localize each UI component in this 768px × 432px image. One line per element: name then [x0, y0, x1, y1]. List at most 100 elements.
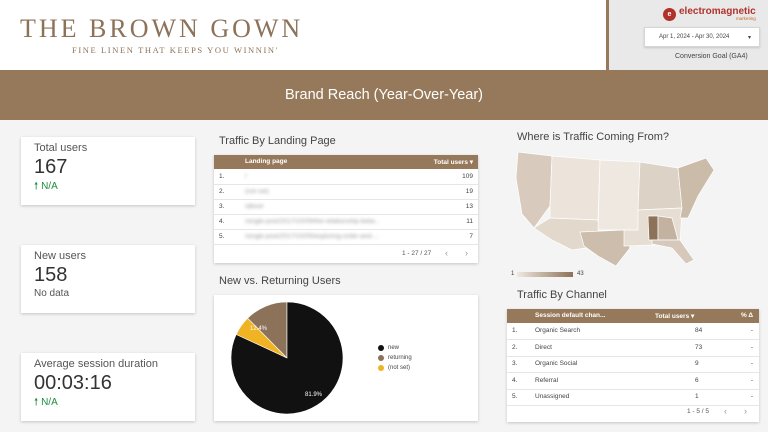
- chevron-down-icon[interactable]: ▾: [747, 35, 751, 41]
- channel-cell: Unassigned: [535, 393, 570, 400]
- logo-text: electromagnetic: [679, 6, 756, 17]
- legend-item-returning: returning: [378, 355, 412, 361]
- table-row[interactable]: 1. / 109: [214, 169, 478, 185]
- column-header-channel[interactable]: Session default chan...: [535, 312, 606, 319]
- total-users-cell: 11: [466, 218, 473, 225]
- row-number: 5.: [219, 233, 225, 240]
- kpi-value: 00:03:16: [34, 372, 112, 394]
- date-range-value: Apr 1, 2024 - Apr 30, 2024: [659, 34, 730, 40]
- total-users-cell: 7: [469, 233, 473, 240]
- kpi-delta-text: No data: [34, 288, 70, 299]
- legend-label: new: [388, 345, 400, 351]
- map-region-mountain: [549, 155, 601, 221]
- table-header: Landing page Total users ▾: [214, 155, 478, 169]
- new-vs-returning-title: New vs. Returning Users: [219, 275, 341, 287]
- percent-delta-cell: -: [750, 343, 753, 351]
- table-pagination-label: 1 - 27 / 27: [402, 250, 432, 257]
- kpi-label: Total users: [34, 142, 88, 154]
- kpi-value: 158: [34, 264, 68, 286]
- brand-tagline: FINE LINEN THAT KEEPS YOU WINNIN': [72, 45, 279, 55]
- kpi-card-total-users: Total users 167 🠕 N/A: [21, 137, 195, 205]
- date-range-picker[interactable]: Apr 1, 2024 - Apr 30, 2024 ▾: [644, 27, 760, 47]
- kpi-delta: 🠕 N/A: [34, 179, 58, 196]
- arrow-up-icon: 🠕: [34, 397, 39, 408]
- channel-table-title: Traffic By Channel: [517, 289, 607, 301]
- legend-item-not-set: (not set): [378, 365, 410, 371]
- kpi-delta-text: N/A: [41, 181, 58, 192]
- table-row[interactable]: 2. Direct 73 -: [507, 340, 759, 357]
- row-number: 3.: [219, 203, 225, 210]
- logo-subtext: marketing: [735, 16, 756, 21]
- page-title: Brand Reach (Year-Over-Year): [285, 87, 483, 103]
- table-row[interactable]: 4. Referral 6 -: [507, 373, 759, 390]
- table-row[interactable]: 4. /single-post/2017/10/09/the-relationsh…: [214, 214, 478, 230]
- row-number: 2.: [219, 188, 225, 195]
- column-header-landing-page[interactable]: Landing page: [245, 158, 288, 165]
- column-header-total-users[interactable]: Total users ▾: [433, 159, 473, 166]
- logo-wordmark: electromagnetic marketing: [679, 6, 756, 22]
- kpi-label: Average session duration: [34, 358, 158, 370]
- landing-page-cell: (not set): [245, 188, 269, 195]
- column-header-total-users[interactable]: Total users ▾: [655, 313, 695, 320]
- logo-mark-icon: e: [663, 7, 676, 21]
- table-row[interactable]: 3. /about 13: [214, 199, 478, 215]
- row-number: 1.: [512, 327, 518, 334]
- legend-swatch: [378, 345, 384, 351]
- map-region-texas: [579, 229, 631, 266]
- map-region-plains: [597, 159, 641, 231]
- landing-page-cell: /single-post/2017/10/05/exploring-order-…: [245, 233, 379, 240]
- kpi-value: 167: [34, 156, 68, 178]
- table-row[interactable]: 3. Organic Social 9 -: [507, 356, 759, 373]
- legend-label: returning: [388, 355, 412, 361]
- total-users-cell: 19: [465, 188, 473, 195]
- channel-cell: Organic Search: [535, 327, 581, 334]
- map-region-florida: [651, 239, 695, 265]
- chevron-right-icon[interactable]: ›: [744, 406, 747, 416]
- legend-swatch: [378, 365, 384, 371]
- table-row[interactable]: 2. (not set) 19: [214, 184, 478, 200]
- total-users-cell: 1: [695, 393, 699, 400]
- channel-cell: Organic Social: [535, 360, 578, 367]
- kpi-card-new-users: New users 158 No data: [21, 245, 195, 313]
- chevron-right-icon[interactable]: ›: [465, 248, 468, 258]
- row-number: 3.: [512, 360, 518, 367]
- percent-delta-cell: -: [750, 376, 753, 384]
- row-number: 1.: [219, 173, 225, 180]
- pie-slice-new[interactable]: [230, 301, 344, 415]
- percent-delta-cell: -: [750, 393, 753, 400]
- legend-item-new: new: [378, 345, 399, 351]
- table-row[interactable]: 5. /single-post/2017/10/05/exploring-orde…: [214, 229, 478, 245]
- electromagnetic-logo: e electromagnetic marketing: [663, 7, 756, 21]
- map-scale-min: 1: [511, 271, 515, 277]
- map-title: Where is Traffic Coming From?: [517, 131, 670, 143]
- table-row[interactable]: 5. Unassigned 1 -: [507, 389, 759, 406]
- map-region-alabama: [647, 215, 659, 241]
- total-users-cell: 84: [695, 327, 703, 334]
- table-row[interactable]: 1. Organic Search 84 -: [507, 323, 759, 340]
- total-users-cell: 6: [695, 376, 699, 384]
- total-users-cell: 73: [695, 343, 703, 351]
- kpi-card-avg-session: Average session duration 00:03:16 🠕 N/A: [21, 353, 195, 421]
- row-number: 2.: [512, 343, 518, 351]
- map-scale-max: 43: [577, 271, 584, 277]
- landing-page-cell: /: [245, 173, 247, 180]
- row-number: 4.: [219, 218, 225, 225]
- row-number: 5.: [512, 393, 518, 400]
- map-color-scale: [517, 272, 573, 277]
- page-title-banner: Brand Reach (Year-Over-Year): [0, 70, 768, 120]
- chevron-left-icon[interactable]: ‹: [724, 406, 727, 416]
- landing-page-cell: /about: [245, 203, 264, 210]
- column-header-percent-delta[interactable]: % Δ: [740, 312, 753, 319]
- map-region-pacific: [515, 151, 553, 229]
- brand-header: [0, 0, 606, 70]
- kpi-delta: 🠕 N/A: [34, 395, 58, 412]
- chevron-left-icon[interactable]: ‹: [445, 248, 448, 258]
- landing-table-title: Traffic By Landing Page: [219, 135, 336, 147]
- us-traffic-map[interactable]: [512, 148, 718, 266]
- conversion-goal-label: Conversion Goal (GA4): [675, 53, 748, 60]
- legend-swatch: [378, 355, 384, 361]
- landing-page-table: Landing page Total users ▾ 1. / 109 2. (not …: [214, 155, 478, 263]
- percent-delta-cell: -: [750, 360, 753, 367]
- channel-table: Session default chan... Total users ▾ % …: [507, 309, 759, 422]
- total-users-cell: 9: [695, 360, 699, 367]
